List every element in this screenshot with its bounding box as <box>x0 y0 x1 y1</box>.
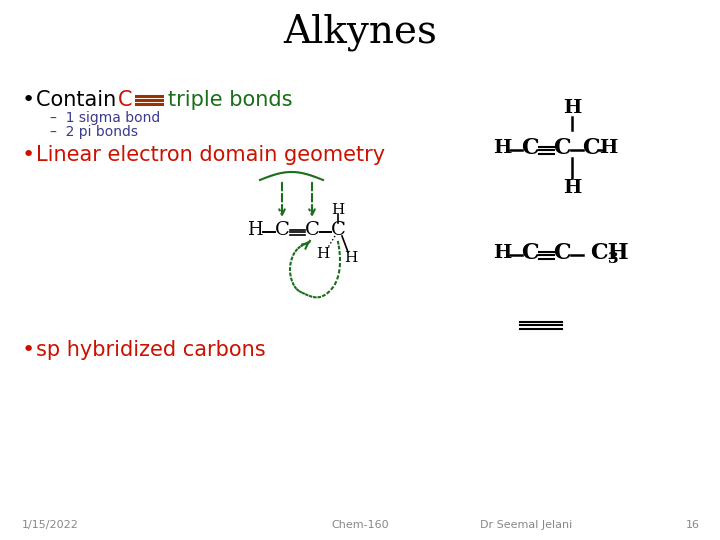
Text: •: • <box>22 145 35 165</box>
Text: sp hybridized carbons: sp hybridized carbons <box>36 340 266 360</box>
Text: •: • <box>22 340 35 360</box>
Text: H: H <box>563 179 581 197</box>
Text: C: C <box>553 137 571 159</box>
Text: C: C <box>553 242 571 264</box>
Text: Chem-160: Chem-160 <box>331 520 389 530</box>
Text: Linear electron domain geometry: Linear electron domain geometry <box>36 145 385 165</box>
Text: H: H <box>563 99 581 117</box>
Text: H: H <box>599 139 617 157</box>
Text: Dr Seemal Jelani: Dr Seemal Jelani <box>480 520 572 530</box>
Text: C: C <box>118 90 132 110</box>
Text: Alkynes: Alkynes <box>283 14 437 51</box>
Text: H: H <box>492 244 511 262</box>
Text: triple bonds: triple bonds <box>168 90 292 110</box>
Text: 16: 16 <box>686 520 700 530</box>
Text: H: H <box>344 251 358 265</box>
Text: C: C <box>274 221 289 239</box>
Text: Contain: Contain <box>36 90 123 110</box>
Text: C: C <box>521 137 539 159</box>
Text: C: C <box>582 137 600 159</box>
Text: 3: 3 <box>608 252 618 266</box>
Text: C: C <box>305 221 320 239</box>
Text: –  1 sigma bond: – 1 sigma bond <box>50 111 161 125</box>
Text: H: H <box>316 247 330 261</box>
Text: •: • <box>22 90 35 110</box>
Text: 1/15/2022: 1/15/2022 <box>22 520 79 530</box>
Text: C: C <box>330 221 346 239</box>
Text: –  2 pi bonds: – 2 pi bonds <box>50 125 138 139</box>
Text: H: H <box>331 203 345 217</box>
Text: H: H <box>492 139 511 157</box>
Text: H: H <box>247 221 263 239</box>
Text: C: C <box>521 242 539 264</box>
Text: CH: CH <box>590 242 629 264</box>
